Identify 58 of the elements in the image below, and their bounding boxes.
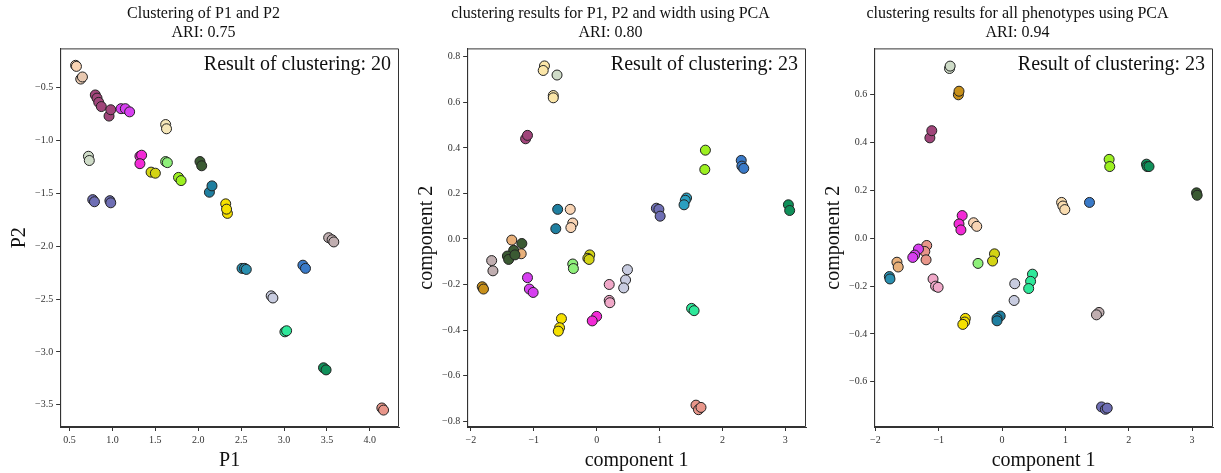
x-tick-label: −1	[528, 433, 540, 445]
y-tick-label: −1.5	[35, 186, 54, 198]
x-tick-label: 1	[657, 433, 663, 445]
x-axis-title: component 1	[584, 448, 689, 472]
x-tick-label: −1	[933, 433, 945, 445]
y-axis-title: component 2	[821, 185, 845, 290]
annotation: Result of clustering: 20	[203, 51, 391, 75]
y-tick-label: 0.6	[447, 95, 461, 107]
y-tick-label: −0.6	[442, 369, 461, 381]
x-tick-label: 1.5	[149, 433, 162, 445]
y-tick-label: −3.0	[35, 345, 54, 357]
y-axis-title: component 2	[414, 185, 438, 290]
y-tick-label: −0.2	[849, 279, 868, 291]
y-tick-label: 0.8	[447, 50, 461, 62]
y-tick-label: 0.0	[447, 232, 461, 244]
x-tick-label: 1	[1062, 433, 1068, 445]
chart-title: clustering results for P1, P2 and width using PCA	[451, 3, 771, 22]
x-tick-label: 2	[719, 433, 725, 445]
y-tick-label: −1.0	[35, 134, 54, 146]
x-tick-label: 2.0	[192, 433, 205, 445]
x-tick-label: 2	[1126, 433, 1132, 445]
x-tick-label: 0	[594, 433, 600, 445]
chart-title: Clustering of P1 and P2	[127, 3, 280, 22]
y-tick-label: 0.4	[447, 141, 461, 153]
x-tick-label: 1.0	[106, 433, 119, 445]
y-tick-label: −0.2	[442, 278, 461, 290]
y-tick-label: 0.2	[854, 184, 868, 196]
chart-title: clustering results for all phenotypes using PCA	[866, 3, 1170, 22]
y-tick-label: −0.8	[442, 414, 461, 426]
x-tick-label: 3	[782, 433, 788, 445]
x-tick-label: 4.0	[363, 433, 377, 445]
x-axis-title: component 1	[991, 448, 1096, 472]
y-tick-label: −0.6	[849, 375, 868, 387]
x-tick-label: 3	[1189, 433, 1195, 445]
y-tick-label: 0.2	[447, 187, 461, 199]
chart-subtitle: ARI: 0.75	[171, 23, 236, 40]
x-tick-label: −2	[870, 433, 881, 445]
y-tick-label: 0.6	[854, 88, 868, 100]
y-axis-title: P2	[7, 227, 30, 249]
x-tick-label: 0.5	[63, 433, 76, 445]
annotation: Result of clustering: 23	[610, 51, 798, 75]
chart-subtitle: ARI: 0.80	[578, 23, 643, 40]
y-tick-label: −3.5	[35, 398, 54, 410]
chart-subtitle: ARI: 0.94	[985, 23, 1050, 40]
y-tick-label: 0.0	[854, 231, 868, 243]
y-tick-label: −0.4	[849, 327, 868, 339]
x-tick-label: 3.5	[320, 433, 334, 445]
x-tick-label: −2	[465, 433, 477, 445]
x-tick-label: 3.0	[277, 433, 291, 445]
y-tick-label: −2.5	[35, 292, 54, 304]
x-tick-label: 2.5	[234, 433, 248, 445]
annotation: Result of clustering: 23	[1017, 51, 1205, 75]
x-axis-title: P1	[219, 448, 241, 471]
y-tick-label: −0.4	[442, 323, 461, 335]
y-tick-label: 0.4	[854, 136, 868, 148]
y-tick-label: −0.5	[35, 81, 54, 93]
x-tick-label: 0	[999, 433, 1005, 445]
y-tick-label: −2.0	[35, 239, 54, 251]
